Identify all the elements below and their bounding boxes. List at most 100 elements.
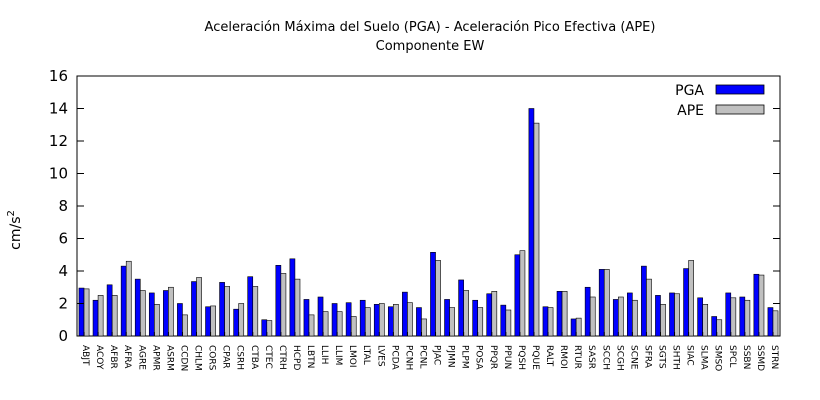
x-tick-label: RALT [544, 345, 554, 367]
bar-ape-rtur [575, 317, 582, 337]
legend-label-ape: APE [677, 103, 704, 119]
bar-ape-ccdn [182, 314, 188, 337]
y-axis-label-exponent: 2 [6, 210, 17, 216]
x-tick-label: AFBR [108, 345, 118, 369]
bar-ape-csrh [238, 303, 245, 337]
bar-ape-llim [336, 311, 343, 337]
x-tick-label: APMR [150, 345, 160, 371]
x-tick-label: CTEC [263, 345, 273, 369]
bar-pga-afbr [106, 284, 113, 337]
bar-ape-pque [533, 122, 540, 337]
x-tick-label: SCNE [628, 345, 638, 370]
bar-pga-acoy [92, 299, 99, 337]
x-tick-label: SSBN [741, 345, 751, 369]
y-axis-label-unit: cm/s [8, 217, 24, 250]
x-tick-label: PQUE [530, 345, 540, 370]
x-tick-label: STRN [769, 345, 779, 369]
bar-pga-pcda [387, 306, 394, 337]
x-tick-label: PLPM [460, 345, 470, 369]
bar-pga-pcnl [416, 307, 422, 337]
x-tick-label: AFRA [122, 345, 132, 369]
x-tick-label: PCDA [389, 345, 399, 370]
bar-pga-llim [331, 303, 338, 337]
bar-pga-afra [120, 265, 127, 337]
bar-pga-pqsh [514, 254, 521, 337]
chart-title: Aceleración Máxima del Suelo (PGA) - Ace… [205, 20, 656, 54]
bar-ape-llih [322, 311, 329, 337]
bar-ape-pcnh [407, 302, 413, 337]
x-tick-label: CCDN [178, 345, 188, 371]
y-tick-label: 0 [58, 327, 68, 345]
bar-ape-rmoi [561, 291, 568, 337]
bar-pga-ctec [261, 319, 268, 337]
bar-pga-pcnh [402, 291, 408, 337]
bar-ape-acoy [97, 295, 104, 337]
x-tick-label: CHLM [193, 345, 203, 371]
bar-ape-ppqr [491, 291, 498, 337]
y-tick-label: 12 [49, 132, 68, 150]
x-tick-label: LVES [375, 345, 385, 367]
bar-ape-plpm [463, 290, 470, 337]
legend: PGA APE [675, 83, 765, 119]
bar-pga-ctrh [275, 265, 282, 337]
bar-ape-scch [603, 269, 610, 337]
bar-ape-sgts [660, 304, 666, 337]
bar-ape-abjt [83, 288, 90, 337]
bar-ape-ltal [364, 307, 371, 337]
bar-pga-sgts [655, 295, 661, 337]
bar-pga-rtur [570, 318, 577, 337]
bar-ape-slma [702, 304, 709, 337]
y-axis-label-text: cm/s2 [6, 210, 24, 250]
bar-pga-ctba [247, 276, 254, 337]
bar-ape-ctba [252, 286, 259, 337]
x-tick-label: HCPD [291, 345, 301, 370]
x-tick-label: SFRA [642, 345, 652, 369]
bar-ape-scne [632, 299, 638, 337]
bar-ape-pqsh [519, 250, 526, 337]
bar-pga-scne [627, 292, 633, 337]
y-tick-label: 14 [49, 100, 68, 118]
bar-ape-scgh [618, 296, 624, 337]
x-tick-label: SHTH [671, 345, 681, 370]
bar-pga-sfra [641, 265, 647, 337]
x-tick-label: SCCH [600, 345, 610, 370]
bar-pga-lmoi [345, 302, 352, 337]
bar-pga-ccdn [177, 303, 183, 337]
y-tick-label: 4 [58, 262, 68, 280]
bar-pga-sasr [584, 286, 591, 337]
y-axis-label: cm/s2 [6, 210, 24, 250]
x-tick-label: SLMA [699, 345, 709, 370]
bar-pga-ppqr [486, 293, 493, 337]
bar-ape-cors [210, 305, 216, 337]
bar-pga-smso [711, 316, 718, 337]
bar-pga-ltal [359, 299, 366, 337]
bar-ape-sfra [646, 278, 652, 337]
bar-ape-ctrh [280, 273, 287, 337]
x-tick-label: SSMD [755, 345, 765, 371]
bar-pga-posa [472, 299, 479, 337]
bar-pga-cors [205, 306, 211, 337]
bar-pga-shth [669, 292, 675, 337]
x-tick-label: SPCL [727, 345, 737, 367]
bar-ape-afbr [111, 295, 118, 337]
x-tick-label: LMOI [347, 345, 357, 368]
x-tick-label: LBTN [305, 345, 315, 368]
bar-pga-agre [134, 278, 141, 337]
bar-pga-ssmd [753, 273, 760, 337]
x-tick-label: RTUR [572, 345, 582, 369]
x-tick-label: SMSO [713, 345, 723, 371]
bar-pga-ralt [542, 306, 549, 337]
bar-ape-ppun [505, 309, 512, 337]
legend-swatch-ape [715, 104, 765, 115]
x-tick-label: SCGH [614, 345, 624, 371]
x-tick-label: PPUN [502, 345, 512, 369]
x-tick-label: AGRE [136, 345, 146, 370]
bar-ape-afra [125, 260, 132, 337]
bar-pga-pjmn [444, 299, 450, 337]
x-tick-label: POSA [474, 345, 484, 370]
y-tick-label: 8 [58, 197, 68, 215]
x-tick-label: PJMN [446, 345, 456, 368]
bar-pga-spcl [725, 292, 732, 337]
bar-ape-pcda [393, 304, 399, 337]
